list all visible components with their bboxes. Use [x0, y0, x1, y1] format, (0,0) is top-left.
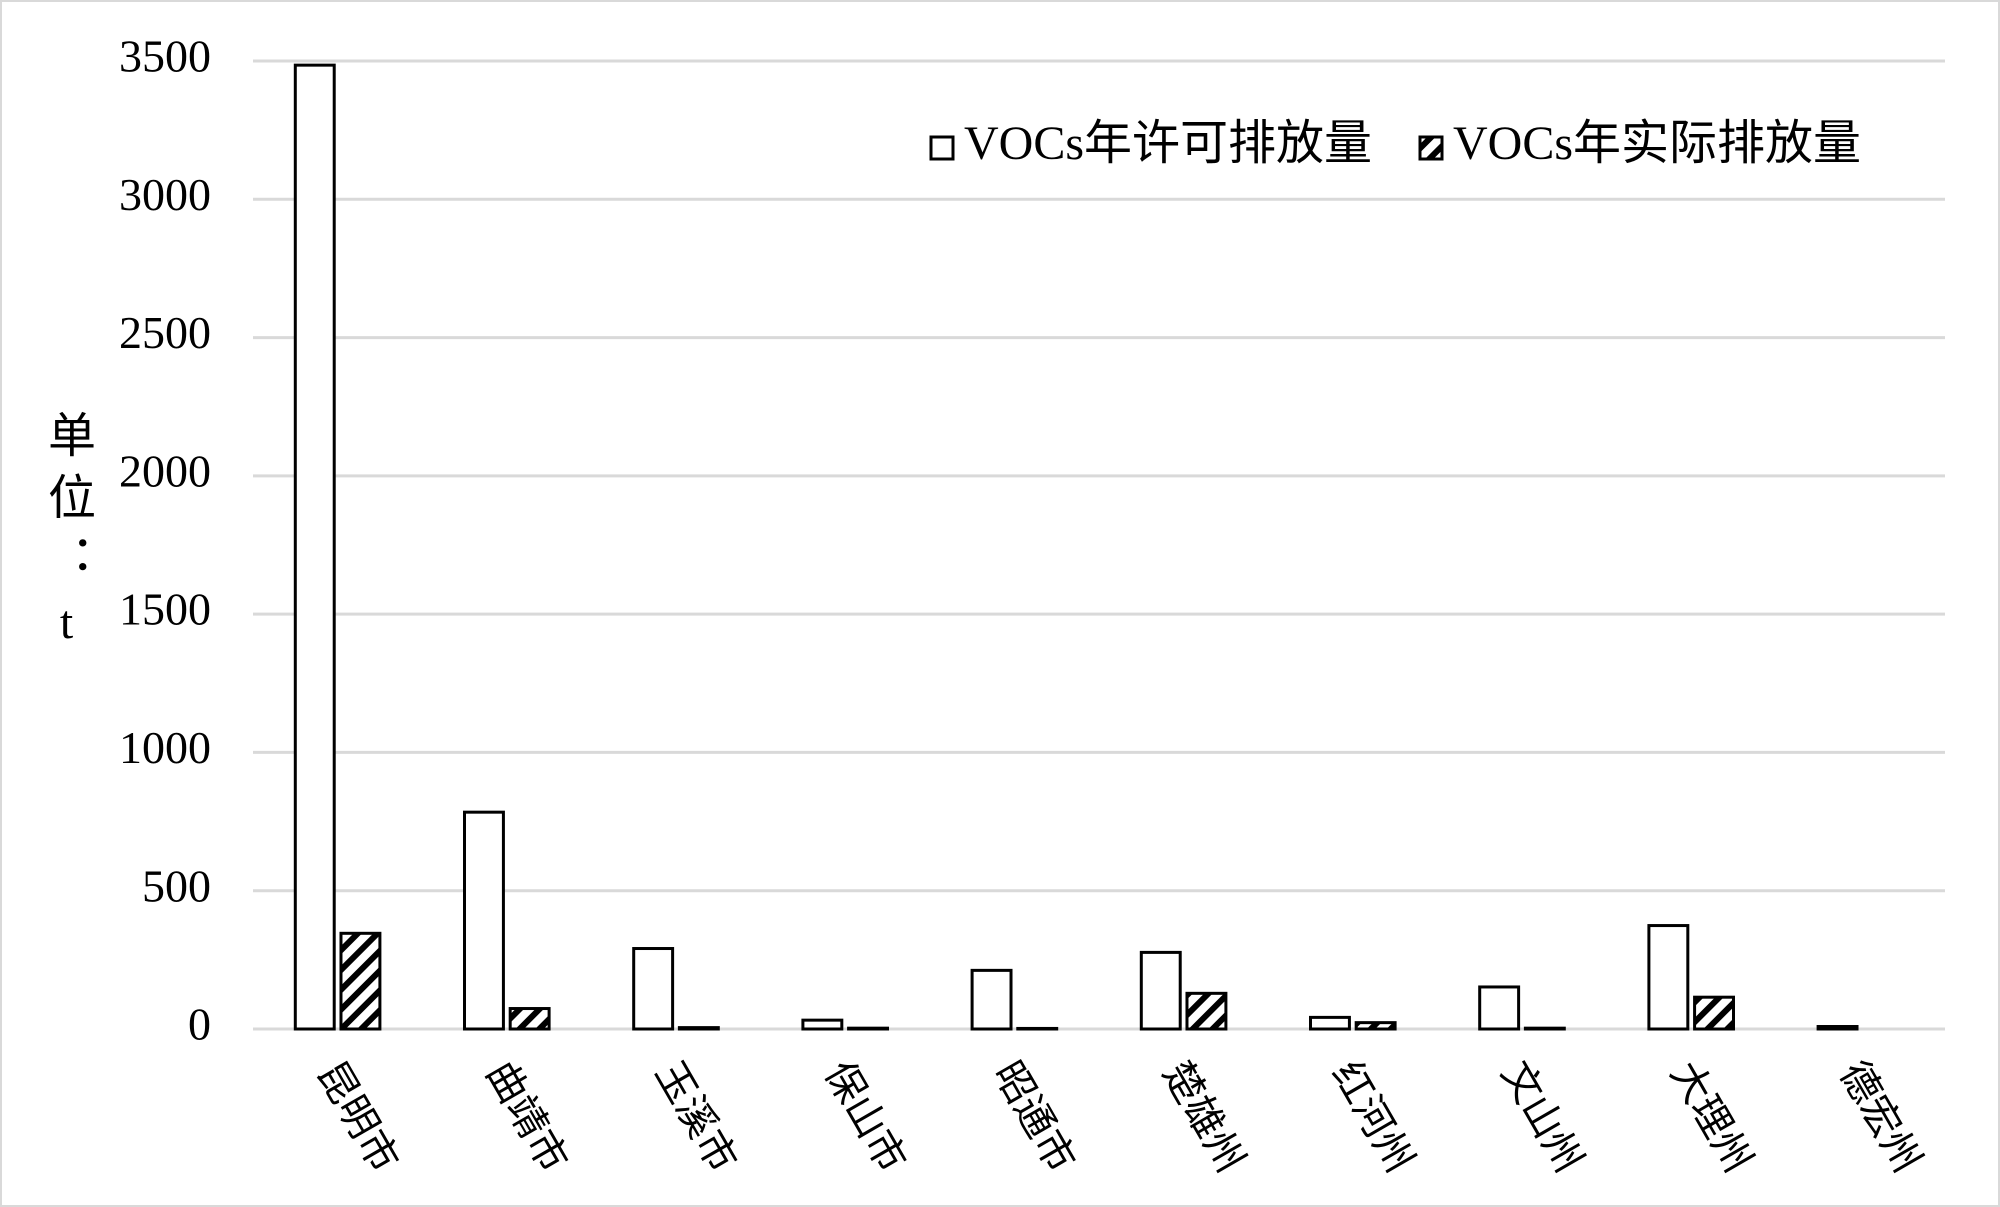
y-tick-label: 500: [142, 860, 211, 911]
bar: [1647, 924, 1690, 1031]
bar: [463, 810, 505, 1031]
bar: [1185, 991, 1228, 1031]
bar: [1139, 950, 1182, 1031]
bar: [508, 1007, 551, 1031]
bar: [339, 931, 382, 1031]
bar: [801, 1018, 844, 1031]
y-tick-label: 0: [188, 999, 211, 1050]
legend-swatch: [929, 135, 955, 161]
y-tick-label: 1000: [119, 722, 211, 773]
legend-label: VOCs年许可排放量: [964, 117, 1372, 170]
legend-swatch: [1418, 135, 1444, 161]
bar: [1309, 1015, 1351, 1031]
bar: [632, 947, 675, 1031]
y-tick-label: 3500: [119, 31, 211, 82]
bar: [1693, 995, 1735, 1031]
bar: [293, 63, 336, 1031]
y-tick-label: 1500: [119, 584, 211, 635]
bar: [1816, 1025, 1859, 1031]
bar: [1478, 985, 1521, 1031]
y-tick-label: 2500: [119, 307, 211, 358]
bar: [1354, 1021, 1397, 1031]
bar: [1523, 1026, 1566, 1031]
bar: [677, 1026, 720, 1031]
bar: [1016, 1026, 1059, 1031]
y-axis-label: 单位：t: [40, 410, 95, 663]
y-tick-label: 2000: [119, 445, 211, 496]
bar: [970, 968, 1013, 1031]
bar: [847, 1026, 889, 1031]
y-tick-label: 3000: [119, 169, 211, 220]
legend-label: VOCs年实际排放量: [1453, 117, 1861, 170]
